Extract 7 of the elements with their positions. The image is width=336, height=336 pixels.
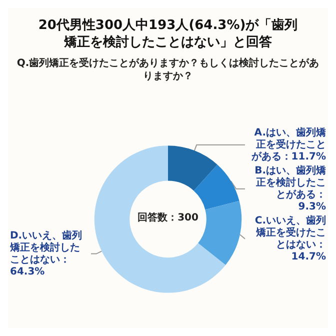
slice-label: B.はい、歯列矯正を検討したことがある：9.3% — [254, 164, 326, 212]
chart-subtitle: Q.歯列矯正を受けたことがありますか？もしくは検討したことがありますか？ — [16, 57, 320, 82]
text: 回答数：300 — [138, 211, 198, 224]
chart-title: 20代男性300人中193人(64.3%)が「歯列矯正を検討したことはない」と回答 — [38, 18, 298, 50]
slice-label: A.はい、歯列矯正を受けたことがある：11.7% — [250, 126, 326, 162]
slice-label: D.いいえ、歯列矯正を検討したことはない：64.3% — [9, 229, 82, 278]
slice-label: C.いいえ、歯列矯正を受けたことはない：14.7% — [254, 214, 326, 262]
